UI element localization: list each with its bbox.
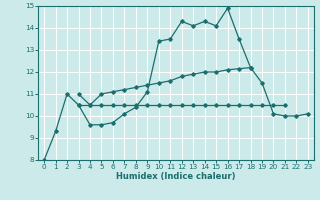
X-axis label: Humidex (Indice chaleur): Humidex (Indice chaleur) — [116, 172, 236, 181]
